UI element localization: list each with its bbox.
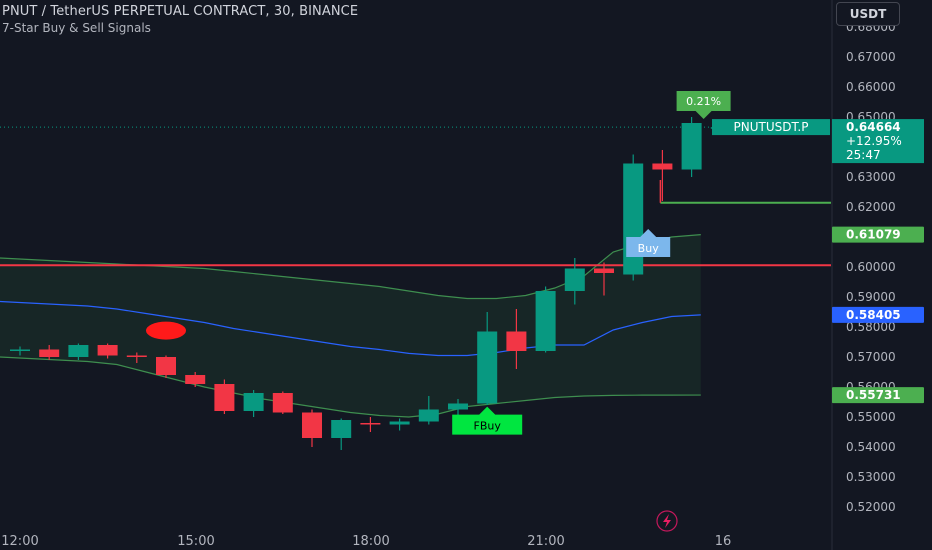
y-tick-label: 0.59000 (846, 290, 896, 304)
candle-body (418, 409, 439, 422)
symbol-tag-box (712, 119, 830, 136)
currency-button[interactable]: USDT (836, 2, 900, 26)
signal-label: 0.21% (676, 91, 731, 119)
signal-text: FBuy (474, 420, 502, 433)
candle-body (97, 345, 118, 356)
candle-body (652, 163, 673, 170)
candle-body (564, 268, 585, 291)
percent-label-box (676, 91, 731, 119)
signal-label: Buy (626, 229, 671, 257)
candle-body (389, 421, 410, 425)
signal-label: FBuy (452, 406, 523, 435)
y-tick-label: 0.63000 (846, 170, 896, 184)
last-price-text: 0.64664 (846, 120, 901, 134)
y-tick-label: 0.58000 (846, 320, 896, 334)
y-tick-label: 0.67000 (846, 50, 896, 64)
candle-body (214, 384, 235, 411)
candle-body (331, 420, 352, 438)
candle-body (68, 345, 89, 357)
candle-body (506, 331, 527, 351)
x-tick-label: 15:00 (177, 534, 214, 549)
x-tick-label: 18:00 (352, 534, 389, 549)
chart-header: PNUT / TetherUS PERPETUAL CONTRACT, 30, … (2, 4, 358, 35)
candle-body (39, 349, 60, 357)
candle-body (156, 357, 176, 375)
candle-body (185, 375, 206, 384)
red-signal-dot (146, 321, 186, 340)
candle-body (302, 412, 322, 438)
last-price-box (832, 119, 924, 164)
x-tick-label: 12:00 (1, 534, 38, 549)
candle-body (681, 123, 702, 170)
signal-text: Buy (638, 242, 660, 255)
y-tick-label: 0.54000 (846, 440, 896, 454)
y-tick-label: 0.57000 (846, 350, 896, 364)
buy-label-box (452, 406, 523, 435)
buy-label-box (626, 229, 671, 257)
candle-body (535, 291, 556, 351)
y-tick-label: 0.55000 (846, 410, 896, 424)
x-tick-label: 16 (715, 534, 732, 549)
candle-body (448, 403, 468, 410)
lightning-bolt-icon (663, 514, 671, 528)
price-tag-text: 0.58405 (846, 308, 901, 322)
candle-body (272, 393, 293, 413)
y-tick-label: 0.53000 (846, 470, 896, 484)
symbol-tag-text: PNUTUSDT.P (734, 120, 809, 134)
x-tick-label: 21:00 (527, 534, 564, 549)
symbol-title[interactable]: PNUT / TetherUS PERPETUAL CONTRACT, 30, … (2, 4, 359, 19)
price-tag-box (832, 387, 924, 404)
price-tag-text: 0.55731 (846, 388, 901, 402)
y-tick-label: 0.52000 (846, 500, 896, 514)
y-tick-label: 0.62000 (846, 200, 896, 214)
candle-body (243, 393, 264, 411)
candle-body (623, 163, 644, 275)
candle-body (126, 355, 147, 357)
candle-body (10, 349, 30, 351)
band-lower-line (0, 356, 701, 418)
lightning-icon (656, 510, 678, 532)
price-tag-box (832, 226, 924, 243)
band-mid-line (0, 300, 701, 357)
price-tag-box (832, 306, 924, 323)
y-tick-label: 0.60000 (846, 260, 896, 274)
price-tag-text: 0.61079 (846, 228, 901, 242)
candle-body (594, 268, 614, 273)
candle-body (360, 423, 381, 425)
price-change-text: +12.95% (846, 134, 902, 148)
candle-body (477, 331, 498, 404)
y-tick-label: 0.66000 (846, 80, 896, 94)
countdown-text: 25:47 (846, 148, 881, 162)
signal-text: 0.21% (686, 95, 721, 108)
indicator-name[interactable]: 7-Star Buy & Sell Signals (2, 21, 151, 35)
